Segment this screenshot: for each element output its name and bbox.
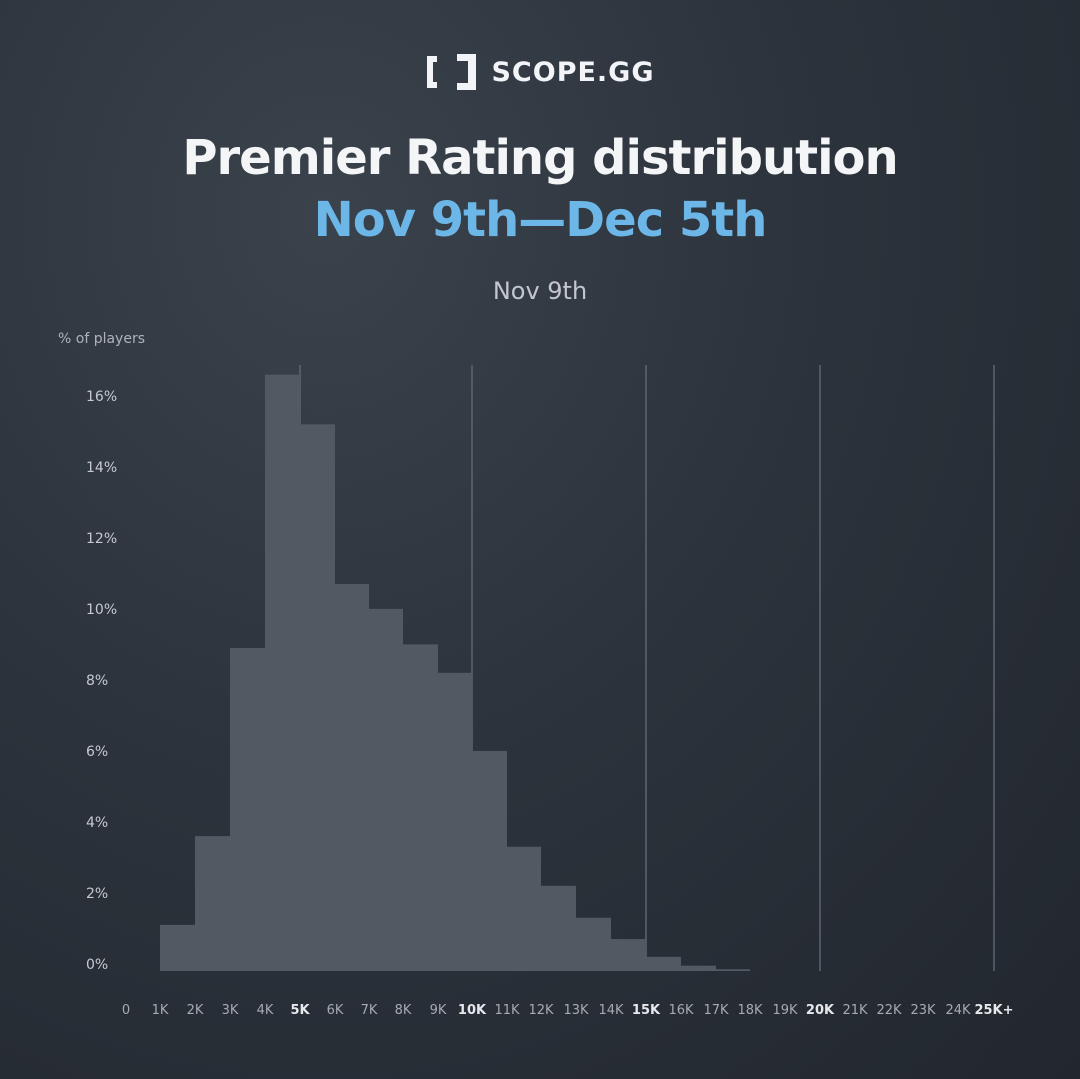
x-tick-label: 21K bbox=[842, 1003, 868, 1018]
x-tick-label: 5K bbox=[290, 1003, 310, 1018]
x-tick-label: 23K bbox=[910, 1003, 936, 1018]
x-tick-label: 14K bbox=[598, 1003, 624, 1018]
y-tick-label: 16% bbox=[86, 389, 117, 405]
bar-13K-14K bbox=[576, 917, 611, 971]
x-tick-label: 1K bbox=[152, 1003, 169, 1018]
bar-16K-17K bbox=[681, 965, 716, 971]
x-tick-label: 16K bbox=[668, 1003, 694, 1018]
x-tick-label: 3K bbox=[222, 1003, 239, 1018]
x-tick-label: 17K bbox=[703, 1003, 729, 1018]
x-tick-label: 15K bbox=[632, 1003, 661, 1018]
x-tick-label: 20K bbox=[806, 1003, 835, 1018]
x-tick-label: 4K bbox=[257, 1003, 274, 1018]
y-tick-label: 12% bbox=[86, 531, 117, 547]
x-tick-label: 22K bbox=[876, 1003, 902, 1018]
bar-5K-6K bbox=[300, 424, 335, 971]
x-tick-label: 18K bbox=[737, 1003, 763, 1018]
x-tick-label: 9K bbox=[430, 1003, 447, 1018]
y-tick-label: 8% bbox=[86, 673, 108, 689]
y-tick-label: 4% bbox=[86, 815, 108, 831]
bracket-logo-icon bbox=[427, 54, 477, 90]
y-tick-label: 2% bbox=[86, 886, 108, 902]
x-tick-label: 12K bbox=[528, 1003, 554, 1018]
bar-12K-13K bbox=[541, 885, 576, 971]
bar-2K-3K bbox=[195, 836, 230, 971]
bar-11K-12K bbox=[507, 846, 541, 971]
bar-8K-9K bbox=[403, 644, 438, 971]
y-tick-label: 0% bbox=[86, 957, 108, 973]
x-tick-label: 8K bbox=[395, 1003, 412, 1018]
chart-title: Premier Rating distribution bbox=[182, 130, 898, 186]
x-tick-label: 10K bbox=[458, 1003, 487, 1018]
x-tick-label: 19K bbox=[772, 1003, 798, 1018]
bar-4K-5K bbox=[265, 374, 300, 972]
bar-9K-10K bbox=[438, 672, 472, 971]
y-axis-ticks: 0% 2% 4% 6% 8% 10% 12% 14% 16% bbox=[86, 389, 117, 973]
x-tick-label: 24K bbox=[945, 1003, 971, 1018]
y-tick-label: 10% bbox=[86, 602, 117, 618]
bar-1K-2K bbox=[160, 924, 195, 971]
bar-3K-4K bbox=[230, 647, 265, 971]
bar-7K-8K bbox=[369, 608, 403, 971]
bar-15K-16K bbox=[646, 956, 681, 971]
x-tick-label: 13K bbox=[563, 1003, 589, 1018]
x-tick-label: 6K bbox=[327, 1003, 344, 1018]
brand-logo: SCOPE.GG bbox=[0, 54, 1080, 90]
bar-17K-18K bbox=[716, 969, 750, 971]
x-tick-label: 25K+ bbox=[974, 1003, 1013, 1018]
bar-10K-11K bbox=[472, 750, 507, 971]
x-tick-label: 0 bbox=[122, 1003, 130, 1018]
x-tick-label: 7K bbox=[361, 1003, 378, 1018]
bar-6K-7K bbox=[335, 584, 369, 971]
x-tick-label: 11K bbox=[494, 1003, 520, 1018]
y-tick-label: 14% bbox=[86, 460, 117, 476]
brand-name: SCOPE.GG bbox=[491, 56, 655, 88]
chart-subtitle: Nov 9th—Dec 5th bbox=[313, 192, 768, 248]
y-tick-label: 6% bbox=[86, 744, 108, 760]
y-axis-label: % of players bbox=[58, 331, 145, 347]
bars bbox=[160, 374, 750, 972]
period-label: Nov 9th bbox=[492, 277, 588, 305]
x-tick-label: 2K bbox=[187, 1003, 204, 1018]
bar-14K-15K bbox=[611, 939, 646, 971]
x-axis-ticks: 0 1K 2K 3K 4K 5K 6K 7K 8K 9K 10K 11K 12K 13K 14K 15K 16K… bbox=[122, 1003, 1014, 1018]
